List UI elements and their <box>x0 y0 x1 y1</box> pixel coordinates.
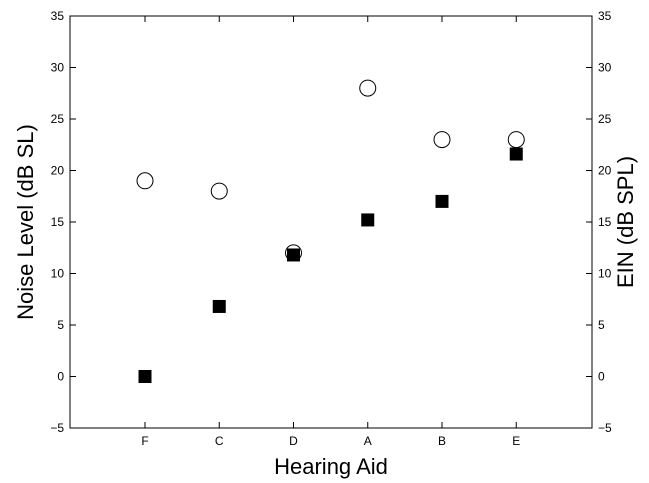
open-circle-point <box>359 79 377 97</box>
left-tick-label: 25 <box>51 112 65 126</box>
right-tick-label: 15 <box>598 215 612 229</box>
right-tick-label: 35 <box>598 9 612 23</box>
filled-square-point <box>287 248 300 262</box>
plot-area-frame <box>69 15 593 429</box>
left-tick-label: −5 <box>50 421 64 435</box>
filled-square-point <box>509 147 523 161</box>
left-tick-label: 30 <box>51 61 65 75</box>
left-tick-label: 35 <box>51 9 65 23</box>
right-tick-label: 10 <box>598 267 612 281</box>
x-tick-label: B <box>438 434 446 448</box>
x-tick-label: D <box>289 434 298 448</box>
left-y-axis: −5 0 5 10 15 20 25 30 35 <box>50 9 76 435</box>
filled-square-point <box>435 194 449 208</box>
right-tick-label: 30 <box>598 61 612 75</box>
data-marks <box>136 79 525 383</box>
left-y-axis-title: Noise Level (dB SL) <box>13 124 38 320</box>
right-y-axis: −5 0 5 10 15 20 25 30 35 <box>586 9 612 435</box>
right-y-axis-title: EIN (dB SPL) <box>613 156 638 288</box>
left-tick-label: 15 <box>51 215 65 229</box>
left-tick-label: 20 <box>51 164 65 178</box>
filled-square-point <box>138 370 152 383</box>
x-axis-title: Hearing Aid <box>274 454 388 479</box>
left-tick-label: 5 <box>57 318 64 332</box>
x-tick-label: A <box>364 434 372 448</box>
right-tick-label: 20 <box>598 164 612 178</box>
left-tick-label: 0 <box>57 370 64 384</box>
open-circle-point <box>433 131 451 149</box>
open-circle-point <box>210 182 228 200</box>
right-tick-label: 0 <box>598 370 605 384</box>
right-tick-label: 5 <box>598 318 605 332</box>
filled-square-point <box>212 299 226 313</box>
x-tick-label: F <box>141 434 148 448</box>
left-tick-label: 10 <box>51 267 65 281</box>
open-circle-point <box>507 131 525 149</box>
x-tick-label: C <box>215 434 224 448</box>
filled-square-point <box>361 213 375 227</box>
open-circle-point <box>136 172 154 190</box>
x-tick-label: E <box>512 434 520 448</box>
right-tick-label: 25 <box>598 112 612 126</box>
right-tick-label: −5 <box>598 421 612 435</box>
